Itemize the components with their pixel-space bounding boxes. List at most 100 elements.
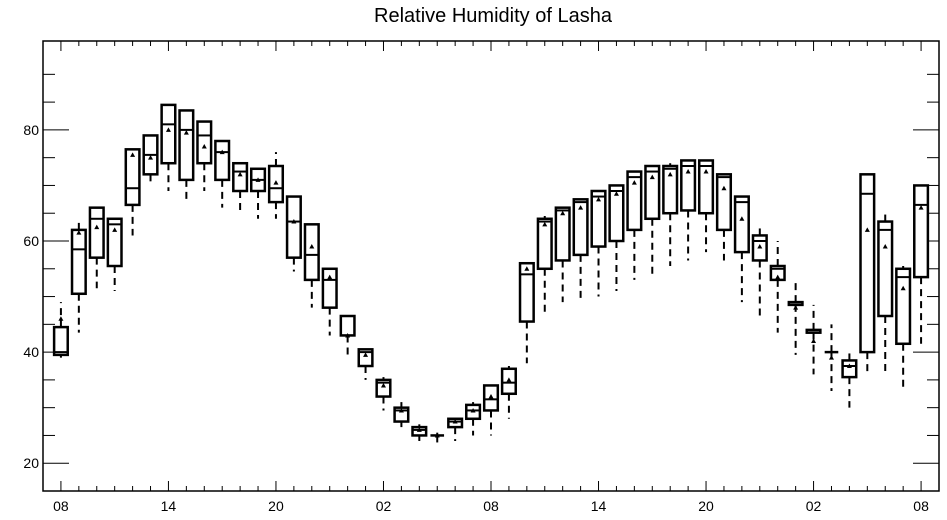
y-tick-label: 20 (23, 455, 39, 471)
box-body (70, 228, 87, 296)
box-body (518, 261, 535, 323)
box-41 (787, 282, 804, 355)
mean-marker (703, 169, 709, 174)
box-25 (500, 366, 517, 419)
box-body (160, 103, 177, 165)
mean-marker (237, 171, 243, 177)
box-47 (895, 266, 912, 389)
box-45 (859, 173, 876, 375)
mean-marker (900, 285, 906, 291)
box-6 (160, 103, 177, 191)
box-2 (88, 206, 105, 289)
mean-marker (739, 216, 745, 221)
box-body (913, 184, 930, 279)
chart-title: Relative Humidity of Lasha (374, 5, 613, 27)
mean-marker (649, 174, 655, 180)
box-7 (178, 109, 195, 200)
mean-marker (183, 130, 189, 135)
mean-marker (273, 180, 279, 185)
mean-marker (219, 149, 225, 155)
box-33 (644, 164, 661, 275)
box-24 (482, 384, 500, 436)
box-14 (303, 223, 320, 308)
mean-marker (846, 363, 852, 368)
mean-marker (94, 224, 100, 230)
box-body (232, 161, 249, 193)
box-body (196, 120, 213, 165)
box-20 (411, 424, 428, 441)
mean-marker (918, 205, 924, 210)
box-40 (769, 241, 786, 333)
box-1 (70, 221, 87, 333)
box-body (357, 348, 374, 368)
box-body (572, 198, 589, 257)
box-36 (697, 159, 715, 253)
x-tick-label: 20 (698, 498, 714, 514)
box-body (680, 159, 697, 212)
box-46 (877, 213, 894, 375)
box-11 (249, 167, 267, 219)
mean-marker (76, 230, 82, 235)
x-tick-label: 08 (483, 498, 499, 514)
box-body (124, 148, 141, 207)
box-4 (124, 148, 141, 236)
box-body (626, 170, 643, 232)
box-body (662, 164, 679, 215)
y-tick-label: 80 (23, 122, 39, 138)
box-body (733, 195, 750, 254)
box-32 (626, 170, 643, 280)
box-42 (805, 304, 822, 375)
mean-marker (685, 169, 691, 174)
box-18 (375, 377, 392, 411)
box-series (52, 103, 930, 444)
mean-marker (416, 427, 422, 432)
mean-marker (112, 227, 118, 232)
mean-marker (524, 266, 530, 271)
box-38 (733, 195, 750, 303)
box-9 (214, 139, 231, 208)
mean-marker (631, 180, 637, 185)
box-8 (196, 120, 213, 191)
box-body (52, 325, 69, 357)
mean-marker (757, 244, 763, 249)
mean-marker (165, 127, 171, 132)
mean-marker (596, 196, 602, 202)
box-body (339, 314, 356, 337)
mean-marker (793, 305, 799, 310)
mean-marker (148, 155, 154, 160)
mean-marker (434, 432, 440, 438)
mean-marker (255, 177, 261, 182)
mean-marker (201, 144, 207, 149)
mean-marker (578, 205, 584, 210)
mean-marker (58, 316, 64, 321)
box-43 (824, 324, 839, 391)
box-body (644, 164, 661, 221)
mean-marker (811, 338, 817, 343)
box-body (88, 206, 105, 259)
box-35 (680, 159, 697, 261)
box-3 (106, 217, 123, 291)
box-13 (285, 195, 302, 272)
x-axis: 08 14 20 02 08 14 20 02 08 (53, 41, 929, 514)
box-16 (339, 314, 356, 358)
box-21 (430, 432, 445, 444)
box-body (303, 223, 320, 282)
box-12 (267, 152, 285, 219)
box-23 (465, 402, 482, 436)
box-17 (357, 348, 374, 380)
box-37 (715, 173, 733, 261)
box-39 (751, 224, 768, 316)
box-body (841, 359, 858, 379)
mean-marker (470, 407, 476, 413)
box-body (608, 184, 625, 243)
x-tick-label: 14 (161, 498, 177, 514)
mean-marker (613, 191, 619, 196)
box-44 (841, 352, 858, 408)
mean-marker (363, 352, 369, 357)
box-body (536, 217, 553, 271)
mean-marker (452, 419, 458, 424)
box-48 (913, 184, 930, 344)
box-5 (142, 134, 159, 183)
mean-marker (291, 219, 297, 224)
